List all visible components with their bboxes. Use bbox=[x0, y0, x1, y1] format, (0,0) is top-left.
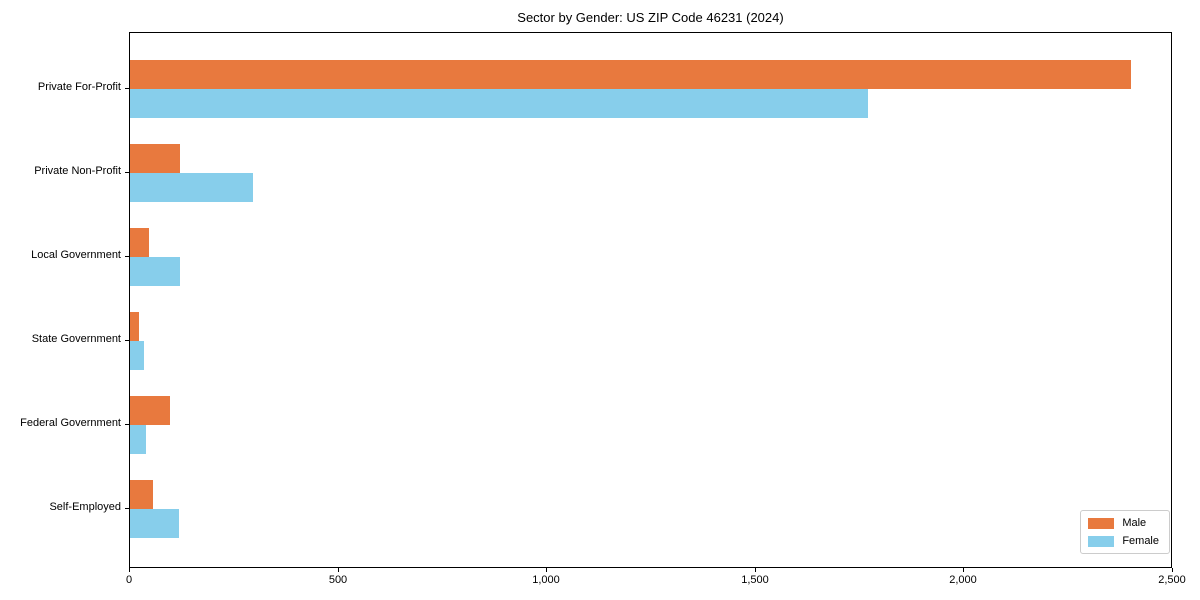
legend-label-male: Male bbox=[1122, 517, 1147, 529]
bar-female-local-government bbox=[130, 257, 180, 286]
y-tick-label-local-government: Local Government bbox=[31, 249, 121, 261]
legend-label-female: Female bbox=[1122, 535, 1159, 547]
y-tick-mark bbox=[125, 172, 129, 173]
bar-male-private-for-profit bbox=[130, 60, 1131, 89]
x-tick-label-1500: 1,500 bbox=[741, 574, 769, 586]
x-tick-mark bbox=[1172, 568, 1173, 572]
x-tick-label-500: 500 bbox=[328, 574, 348, 586]
x-tick-mark bbox=[338, 568, 339, 572]
y-tick-mark bbox=[125, 424, 129, 425]
bar-female-self-employed bbox=[130, 509, 179, 538]
legend-entry-male: Male bbox=[1088, 517, 1159, 529]
x-tick-label-0: 0 bbox=[125, 574, 133, 586]
x-tick-label-1000: 1,000 bbox=[532, 574, 560, 586]
x-tick-label-2000: 2,000 bbox=[949, 574, 977, 586]
legend-entry-female: Female bbox=[1088, 535, 1159, 547]
bar-male-federal-government bbox=[130, 396, 170, 425]
x-tick-mark bbox=[755, 568, 756, 572]
bar-female-federal-government bbox=[130, 425, 146, 454]
plot-area bbox=[129, 32, 1172, 568]
legend-swatch-female bbox=[1088, 535, 1115, 547]
x-tick-label-2500: 2,500 bbox=[1158, 574, 1186, 586]
x-tick-mark bbox=[963, 568, 964, 572]
legend: Male Female bbox=[1080, 510, 1170, 554]
bar-male-local-government bbox=[130, 228, 149, 257]
y-tick-label-private-non-profit: Private Non-Profit bbox=[34, 165, 121, 177]
y-tick-mark bbox=[125, 508, 129, 509]
legend-swatch-male bbox=[1088, 517, 1115, 529]
bar-female-private-for-profit bbox=[130, 89, 868, 118]
bar-female-state-government bbox=[130, 341, 144, 370]
y-tick-label-state-government: State Government bbox=[31, 333, 121, 345]
y-tick-mark bbox=[125, 88, 129, 89]
bar-male-private-non-profit bbox=[130, 144, 180, 173]
bar-male-state-government bbox=[130, 312, 139, 341]
x-tick-mark bbox=[129, 568, 130, 572]
y-tick-label-self-employed: Self-Employed bbox=[49, 501, 121, 513]
bar-female-private-non-profit bbox=[130, 173, 253, 202]
bar-male-self-employed bbox=[130, 480, 153, 509]
y-tick-mark bbox=[125, 340, 129, 341]
x-tick-mark bbox=[546, 568, 547, 572]
y-tick-mark bbox=[125, 256, 129, 257]
y-tick-label-private-for-profit: Private For-Profit bbox=[37, 81, 121, 93]
y-tick-label-federal-government: Federal Government bbox=[20, 417, 121, 429]
chart-title: Sector by Gender: US ZIP Code 46231 (202… bbox=[517, 10, 784, 25]
